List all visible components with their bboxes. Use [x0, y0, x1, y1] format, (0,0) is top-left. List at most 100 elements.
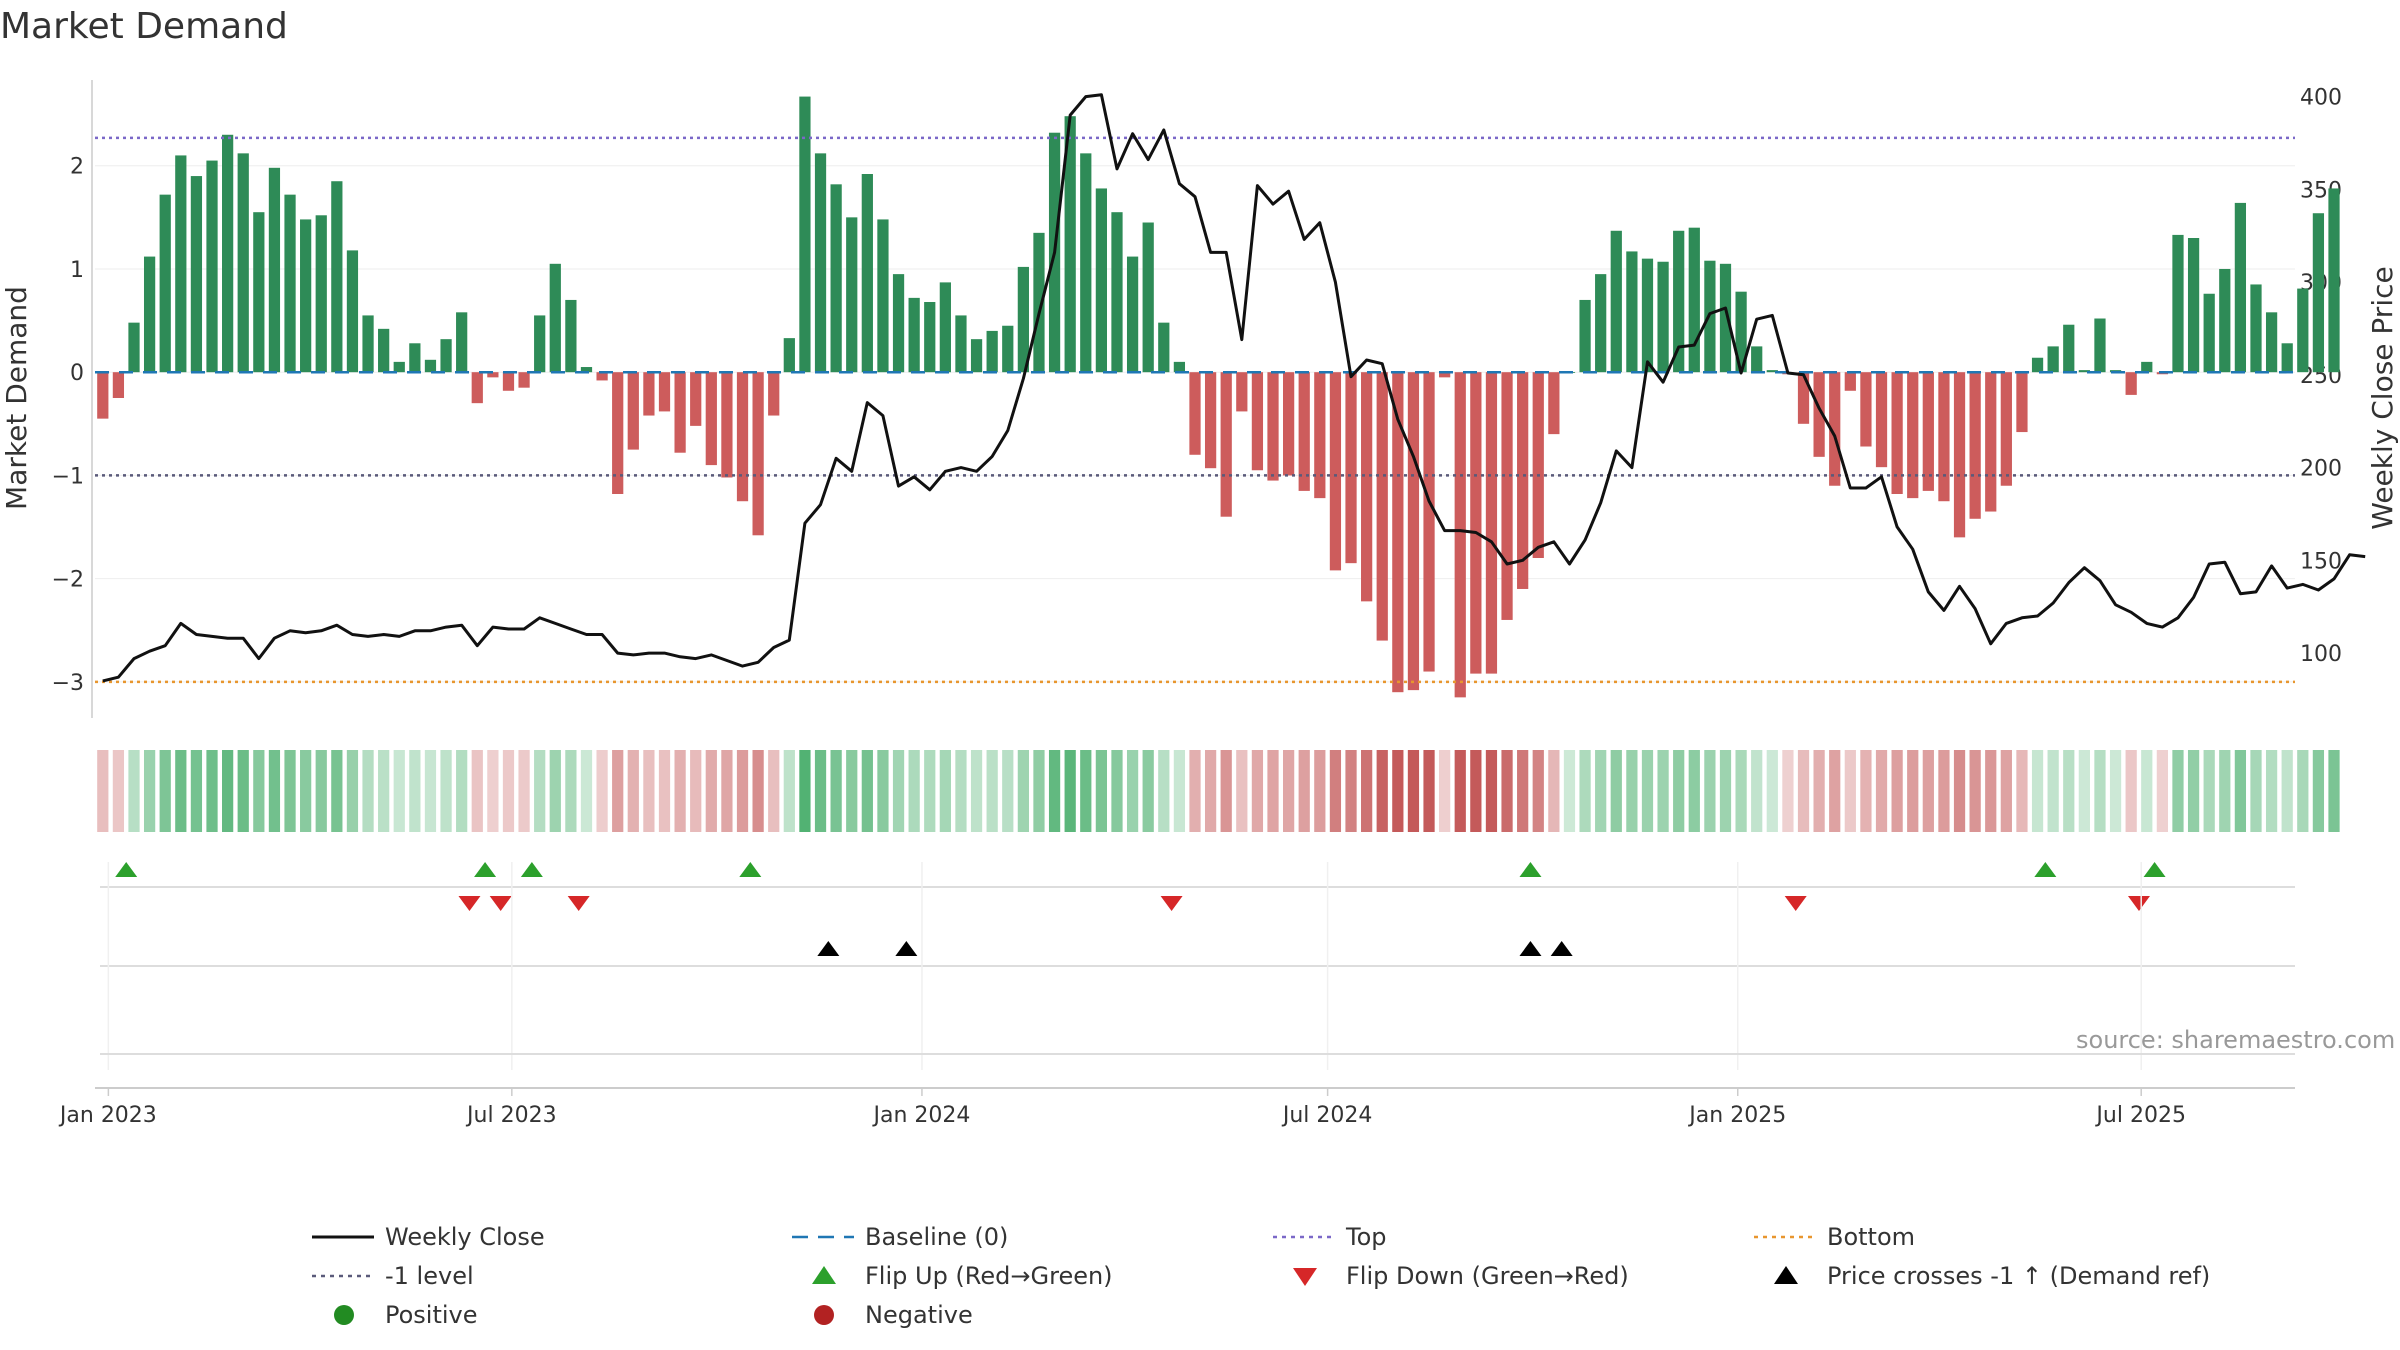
heat-cell — [1548, 750, 1560, 832]
heat-cell — [768, 750, 780, 832]
demand-bar — [674, 372, 686, 453]
heat-cell — [1345, 750, 1357, 832]
heat-cell — [1813, 750, 1825, 832]
demand-bar — [580, 367, 593, 373]
legend-item: Price crosses -1 ↑ (Demand ref) — [1774, 1262, 2210, 1290]
heat-cell — [1922, 750, 1934, 832]
demand-bar — [1610, 230, 1622, 373]
demand-bar — [456, 312, 468, 373]
legend-item: Positive — [334, 1301, 478, 1329]
demand-bar — [1829, 372, 1841, 486]
legend-swatch — [812, 1266, 836, 1284]
heat-cell — [549, 750, 561, 832]
demand-bar — [112, 372, 125, 398]
heat-cell — [2047, 750, 2059, 832]
demand-bar — [2016, 372, 2028, 433]
heat-cell — [2328, 750, 2340, 832]
demand-bar — [861, 174, 873, 373]
heat-cell — [1891, 750, 1903, 832]
flip-up-marker — [2143, 862, 2166, 877]
heat-cell — [1517, 750, 1529, 832]
demand-bar — [2187, 238, 2200, 373]
legend-item: Negative — [814, 1301, 973, 1329]
legend-swatch — [1774, 1266, 1798, 1284]
flip-up-marker — [1519, 862, 1542, 877]
heat-cell — [892, 750, 905, 832]
heat-cell — [1595, 750, 1607, 832]
demand-bar — [1407, 372, 1420, 691]
demand-bar — [627, 372, 639, 450]
heat-cell — [222, 750, 234, 832]
heat-cell — [705, 750, 717, 832]
demand-bar — [1017, 266, 1029, 373]
flip-down-marker — [458, 896, 481, 911]
heat-cell — [1688, 750, 1700, 832]
y-tick-left: −1 — [52, 464, 84, 489]
heat-cell — [190, 750, 203, 832]
heat-cell — [1095, 750, 1107, 832]
heat-cell — [2016, 750, 2028, 832]
demand-bar — [1517, 372, 1529, 589]
demand-bar — [1376, 372, 1388, 641]
demand-bar — [1532, 372, 1544, 558]
demand-bar — [1267, 372, 1279, 481]
heat-cell — [1017, 750, 1029, 832]
heat-cell — [1298, 750, 1310, 832]
demand-bar — [1361, 372, 1373, 602]
legend-label: Flip Up (Red→Green) — [865, 1262, 1113, 1290]
demand-bar — [2219, 268, 2231, 373]
demand-bar — [970, 339, 983, 373]
demand-bar — [2250, 284, 2262, 373]
demand-bar — [2125, 372, 2137, 395]
demand-bar — [1439, 372, 1451, 378]
demand-bar — [1095, 188, 1107, 373]
flip-up-marker — [739, 862, 762, 877]
flip-up-marker — [520, 862, 543, 877]
heat-cell — [2141, 750, 2153, 832]
chart-title: Market Demand — [0, 6, 288, 47]
demand-bar — [471, 372, 483, 404]
y-tick-right: 100 — [2300, 642, 2342, 667]
legend-item: Bottom — [1754, 1223, 1915, 1251]
heat-cell — [1064, 750, 1076, 832]
y-tick-right: 400 — [2300, 86, 2342, 111]
demand-bar — [705, 372, 717, 466]
heat-cell — [924, 750, 936, 832]
heat-cell — [284, 750, 296, 832]
heat-cell — [830, 750, 842, 832]
heat-cell — [1314, 750, 1326, 832]
heat-cell — [1719, 750, 1732, 832]
y-tick-left: −2 — [52, 568, 84, 593]
heat-cell — [143, 750, 156, 832]
price-cross-panel — [100, 941, 2295, 967]
demand-bar — [143, 256, 156, 373]
heat-cell — [2000, 750, 2012, 832]
heat-cell — [565, 750, 577, 832]
demand-bar — [2265, 312, 2278, 373]
heat-cell — [2109, 750, 2122, 832]
demand-bar — [752, 372, 764, 536]
heat-cell — [877, 750, 889, 832]
demand-bar — [534, 315, 546, 373]
demand-bar — [487, 372, 499, 378]
heat-cell — [1953, 750, 1966, 832]
heat-cell — [1829, 750, 1841, 832]
demand-bar — [409, 343, 421, 373]
legend-swatch — [814, 1305, 834, 1325]
legend-label: -1 level — [385, 1262, 474, 1290]
demand-bar — [612, 372, 624, 494]
heat-cell — [2063, 750, 2075, 832]
heat-cell — [814, 750, 827, 832]
x-tick-label: Jul 2024 — [1281, 1103, 1373, 1128]
heat-cell — [1189, 750, 1201, 832]
demand-bar — [1454, 372, 1466, 698]
heat-cell — [253, 750, 265, 832]
x-tick-label: Jul 2025 — [2094, 1103, 2186, 1128]
legend-item: Top — [1273, 1223, 1387, 1251]
heat-cell — [487, 750, 499, 832]
heat-cell — [643, 750, 655, 832]
demand-bar — [1501, 372, 1513, 620]
heat-cell — [674, 750, 686, 832]
demand-bar — [1595, 274, 1607, 373]
heat-cell — [1407, 750, 1420, 832]
